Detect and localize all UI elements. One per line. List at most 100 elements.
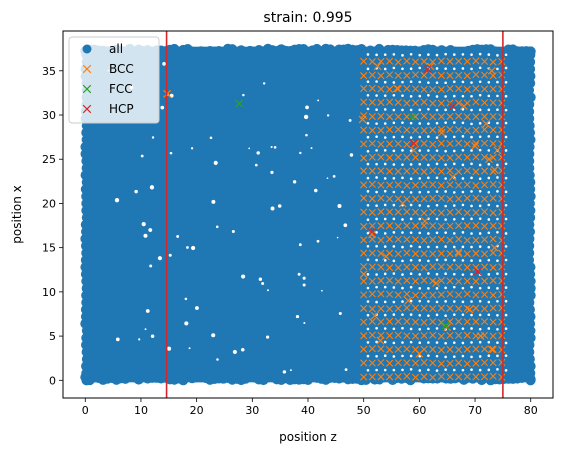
bcc-lattice-point xyxy=(420,318,428,327)
gap xyxy=(332,175,336,178)
bcc-lattice-point xyxy=(455,57,463,65)
bcc-lattice-point xyxy=(385,290,394,298)
bcc-lattice-point xyxy=(411,140,420,148)
gap xyxy=(392,300,396,304)
bcc-lattice-point xyxy=(489,194,497,202)
bcc-lattice-point xyxy=(472,126,480,134)
data-point xyxy=(80,262,91,273)
gap xyxy=(504,94,508,98)
gap xyxy=(427,287,430,290)
gap xyxy=(366,190,370,193)
series-fcc xyxy=(235,99,450,330)
gap xyxy=(401,108,404,112)
bcc-lattice-point xyxy=(480,290,489,299)
gap xyxy=(478,148,482,152)
gap xyxy=(427,190,430,194)
bcc-lattice-point xyxy=(411,85,420,93)
bcc-lattice-point xyxy=(446,304,454,312)
gap xyxy=(427,122,430,125)
gap xyxy=(326,114,330,117)
bcc-lattice-point xyxy=(489,304,497,312)
gap xyxy=(461,259,465,262)
gap xyxy=(383,232,387,235)
bcc-lattice-point xyxy=(437,235,445,244)
gap xyxy=(349,153,354,157)
bcc-lattice-point xyxy=(377,72,385,80)
data-point xyxy=(524,113,535,124)
gap xyxy=(496,94,499,98)
gap xyxy=(461,368,465,372)
gap xyxy=(418,162,422,166)
gap xyxy=(303,114,309,120)
gap xyxy=(418,313,422,317)
gap xyxy=(348,118,352,122)
gap xyxy=(461,80,465,84)
x-tick-label: 70 xyxy=(468,404,482,417)
gap xyxy=(366,53,370,56)
bcc-lattice-point xyxy=(403,71,411,80)
gap xyxy=(366,245,370,248)
gap xyxy=(504,176,508,180)
bcc-lattice-point xyxy=(360,249,368,257)
bcc-lattice-point xyxy=(411,153,420,161)
gap xyxy=(461,177,465,180)
bcc-lattice-point xyxy=(480,277,489,285)
gap xyxy=(418,231,422,235)
gap xyxy=(383,368,387,372)
bcc-lattice-point xyxy=(420,373,428,381)
gap xyxy=(452,67,456,71)
bcc-lattice-point xyxy=(411,263,420,271)
gap xyxy=(487,108,491,112)
gap xyxy=(401,245,404,249)
gap xyxy=(461,327,465,330)
legend-marker-all xyxy=(82,44,92,54)
bcc-point xyxy=(373,62,382,71)
bcc-lattice-point xyxy=(360,98,368,106)
gap xyxy=(427,314,430,317)
gap xyxy=(375,176,378,179)
bcc-lattice-point xyxy=(403,249,411,257)
gap xyxy=(375,122,378,125)
bcc-lattice-point xyxy=(472,181,480,190)
bcc-lattice-point xyxy=(429,180,437,189)
bcc-lattice-point xyxy=(463,290,471,298)
bcc-lattice-point xyxy=(480,358,489,367)
bcc-lattice-point xyxy=(385,264,394,272)
gap xyxy=(478,232,482,235)
bcc-lattice-point xyxy=(394,317,402,326)
gap xyxy=(478,340,482,344)
gap xyxy=(366,218,370,221)
gap xyxy=(461,94,465,98)
data-point xyxy=(81,339,92,350)
bcc-lattice-point xyxy=(446,208,454,216)
gap xyxy=(392,286,396,289)
gap xyxy=(496,341,499,344)
gap xyxy=(478,93,482,97)
bcc-lattice-point xyxy=(437,209,445,217)
gap xyxy=(366,176,370,180)
gap xyxy=(470,300,473,303)
gap xyxy=(409,313,413,316)
gap xyxy=(435,217,439,221)
bcc-lattice-point xyxy=(498,126,506,134)
gap xyxy=(392,108,396,112)
gap xyxy=(418,341,422,344)
gap xyxy=(487,162,491,166)
gap xyxy=(478,217,482,220)
bcc-lattice-point xyxy=(385,71,394,79)
gap xyxy=(427,81,430,84)
bcc-lattice-point xyxy=(368,139,376,148)
gap xyxy=(435,81,439,84)
bcc-lattice-point xyxy=(377,358,385,367)
gap xyxy=(452,94,456,98)
gap xyxy=(461,163,465,167)
gap xyxy=(487,218,491,221)
bcc-lattice-point xyxy=(463,360,471,368)
bcc-lattice-point xyxy=(385,346,394,354)
gap xyxy=(375,217,378,221)
gap xyxy=(461,286,465,290)
bcc-lattice-point xyxy=(489,112,497,121)
gap xyxy=(444,177,447,180)
gap xyxy=(401,368,404,372)
bcc-lattice-point xyxy=(377,305,385,313)
